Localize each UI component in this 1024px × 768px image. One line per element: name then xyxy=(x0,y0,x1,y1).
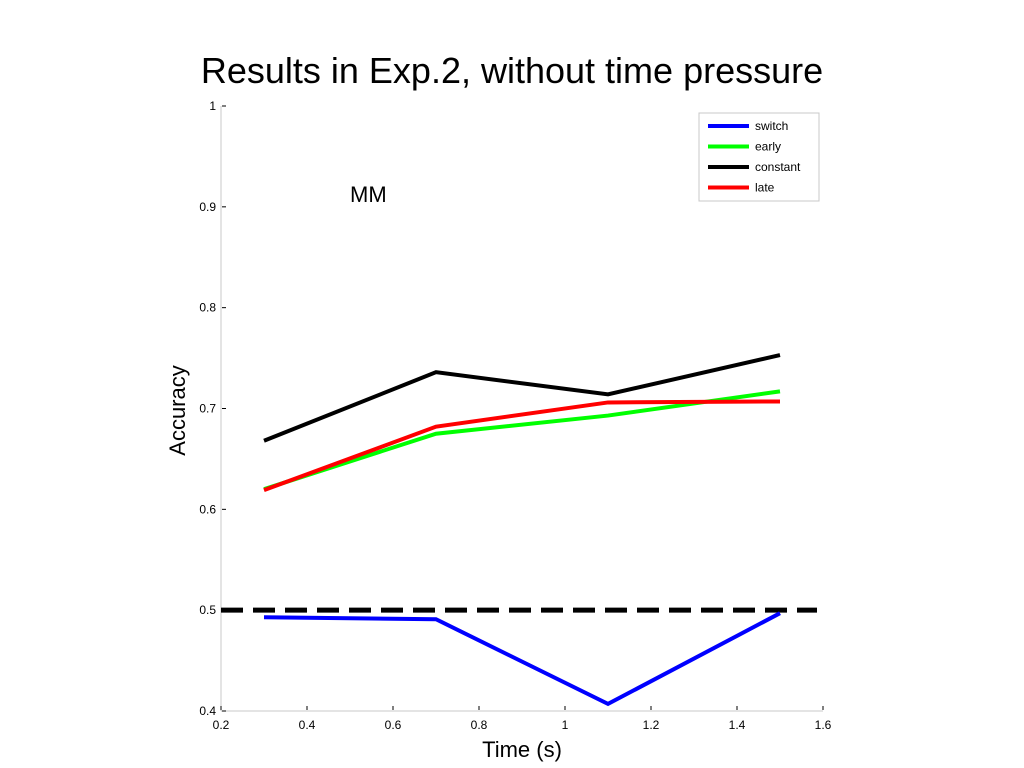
y-tick-label: 1 xyxy=(209,99,216,113)
x-tick-label: 0.8 xyxy=(471,718,488,732)
legend-label-constant: constant xyxy=(755,160,801,174)
series-layer xyxy=(263,353,781,707)
y-tick-label: 0.4 xyxy=(199,704,216,718)
series-line-early xyxy=(263,389,781,492)
legend-label-early: early xyxy=(755,140,781,154)
legend-label-late: late xyxy=(755,181,775,195)
x-tick-label: 1.2 xyxy=(643,718,660,732)
x-tick-label: 1.6 xyxy=(815,718,832,732)
x-tick-label: 1.4 xyxy=(729,718,746,732)
x-tick-label: 0.6 xyxy=(385,718,402,732)
legend-label-switch: switch xyxy=(755,119,788,133)
y-tick-label: 0.9 xyxy=(199,200,216,214)
y-tick-label: 0.6 xyxy=(199,502,216,516)
chart-title: Results in Exp.2, without time pressure xyxy=(200,50,824,91)
x-tick-label: 1 xyxy=(562,718,569,732)
x-axis-title: Time (s) xyxy=(482,737,562,762)
y-tick-label: 0.7 xyxy=(199,402,216,416)
x-tick-label: 0.4 xyxy=(299,718,316,732)
annotation-label: MM xyxy=(350,182,387,207)
series-line-late xyxy=(263,399,781,493)
y-axis-title: Accuracy xyxy=(165,365,190,455)
series-line-switch xyxy=(263,611,781,707)
legend: switch early constant late xyxy=(698,112,820,202)
x-tick-label: 0.2 xyxy=(213,718,230,732)
y-tick-label: 0.5 xyxy=(199,603,216,617)
y-tick-label: 0.8 xyxy=(199,301,216,315)
series-line-constant xyxy=(263,353,781,443)
tick-marks: 0.40.50.60.70.80.910.2 0.4 0.6 0.8 1 1.2 1.4 1.… xyxy=(199,99,831,732)
